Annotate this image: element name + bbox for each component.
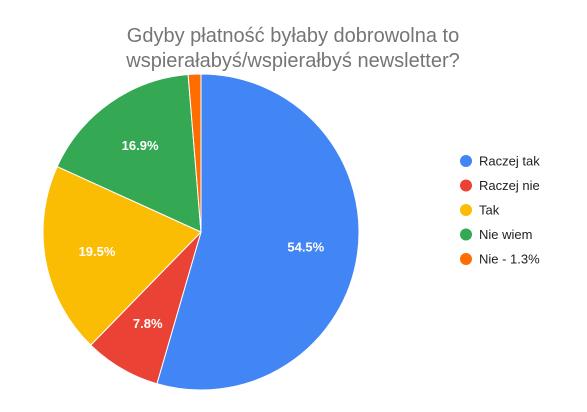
pie-slice-tak	[42, 165, 202, 346]
pie-data-labels: 54.5% 7.8% 19.5% 16.9%	[79, 138, 325, 331]
legend-label-tak: Tak	[479, 203, 500, 218]
chart-legend: Raczej tak Raczej nie Tak Nie wiem Nie - 1.3…	[460, 154, 540, 267]
legend-marker-raczej-tak	[460, 155, 472, 167]
legend-label-nie-wiem: Nie wiem	[479, 227, 532, 242]
data-label-nie-wiem: 16.9%	[122, 138, 159, 153]
legend-marker-nie-1-3	[460, 253, 472, 265]
data-label-tak: 19.5%	[79, 244, 116, 259]
legend-marker-nie-wiem	[460, 228, 472, 241]
pie-slice-nie-wiem	[56, 73, 202, 233]
legend-marker-raczej-nie	[460, 179, 472, 192]
legend-marker-tak	[460, 204, 472, 216]
data-label-raczej-tak: 54.5%	[287, 239, 324, 254]
chart-title-line-1: Gdyby płatność byłaby dobrowolna to	[127, 25, 459, 47]
chart-title-line-2: wspierałabyś/wspierałbyś newsletter?	[125, 50, 459, 72]
pie-slice-raczej-tak	[156, 73, 360, 391]
legend-label-raczej-nie: Raczej nie	[479, 178, 540, 193]
legend-label-raczej-tak: Raczej tak	[479, 154, 540, 169]
legend-label-nie-1-3: Nie - 1.3%	[479, 252, 540, 267]
pie-slices	[42, 73, 360, 391]
data-label-raczej-nie: 7.8%	[133, 316, 163, 331]
pie-slice-nie-1-3	[187, 73, 202, 233]
